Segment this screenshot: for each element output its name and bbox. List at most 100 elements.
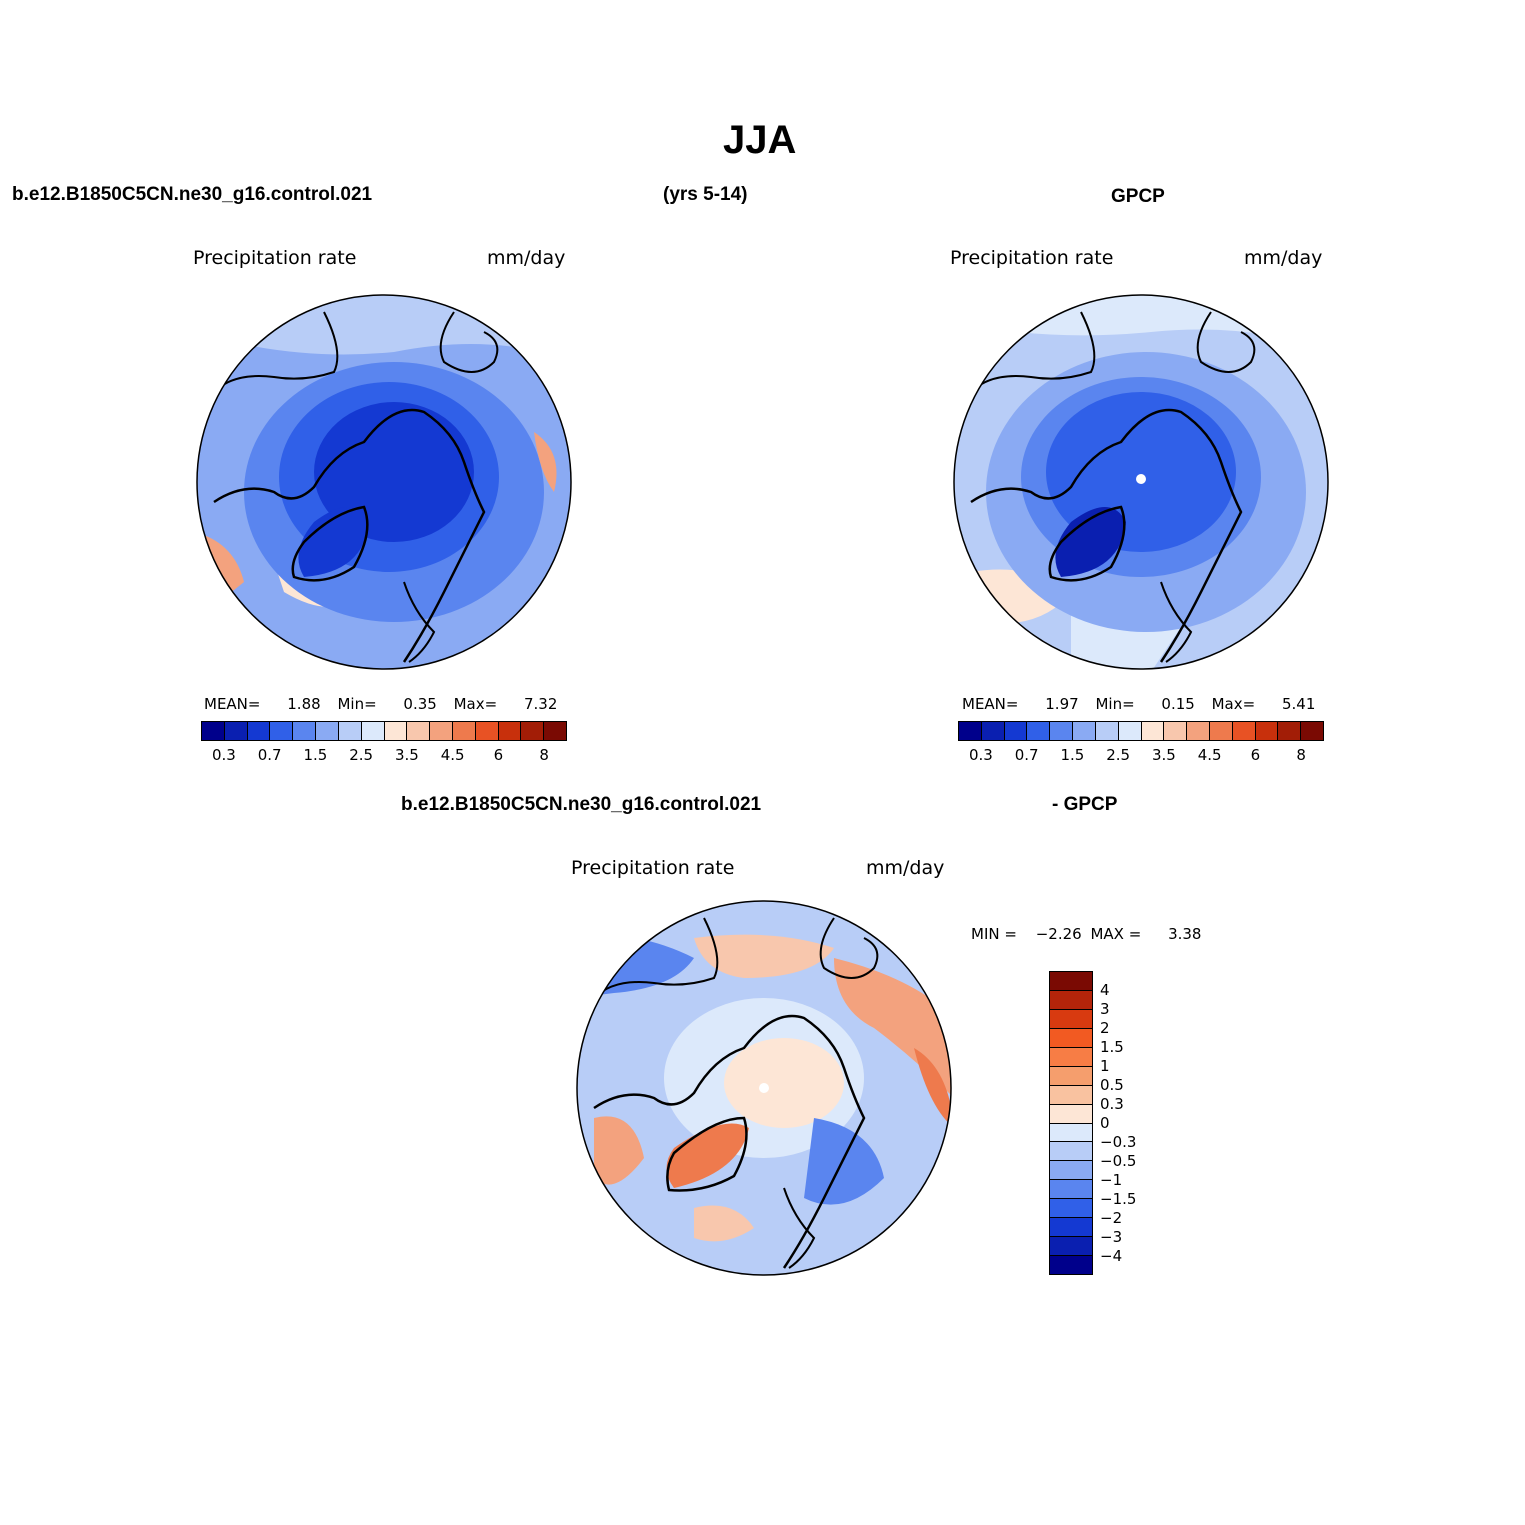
- colorbar-swatch: [544, 722, 566, 740]
- years-label: (yrs 5-14): [663, 184, 748, 205]
- model-mean-value: 1.88: [287, 695, 321, 713]
- model-min-value: 0.35: [403, 695, 437, 713]
- obs-colorbar: [958, 721, 1324, 741]
- map-missing-pole: [1136, 474, 1146, 484]
- map-coastline-4: [783, 1187, 816, 1269]
- diff-min-label: MIN =: [971, 925, 1017, 943]
- model-polar-map: [196, 294, 572, 670]
- model-max-label: Max=: [453, 695, 498, 713]
- colorbar-swatch: [981, 722, 1005, 740]
- colorbar-tick-label: 1.5: [1060, 746, 1085, 764]
- map-coastline-greenland: [666, 1116, 748, 1192]
- colorbar-tick-label: −1.5: [1100, 1190, 1137, 1208]
- colorbar-swatch: [1050, 1047, 1092, 1067]
- colorbar-tick-label: 6: [493, 746, 504, 764]
- colorbar-tick-label: −1: [1100, 1171, 1123, 1189]
- model-min-label: Min=: [337, 695, 377, 713]
- map-coastline-2: [970, 311, 1096, 393]
- colorbar-tick-label: 0.7: [257, 746, 282, 764]
- model-mean-label: MEAN=: [204, 695, 261, 713]
- colorbar-tick-label: −4: [1100, 1247, 1123, 1265]
- model-case-header: b.e12.B1850C5CN.ne30_g16.control.021: [12, 184, 373, 205]
- map-blob-warm-w: [594, 1116, 644, 1185]
- obs-units-label: mm/day: [1244, 247, 1323, 269]
- colorbar-tick-label: 3.5: [394, 746, 419, 764]
- map-blob-greenland: [666, 1123, 749, 1188]
- colorbar-tick-label: 2.5: [349, 746, 374, 764]
- colorbar-tick-label: 2.5: [1106, 746, 1131, 764]
- colorbar-tick-label: 1.5: [303, 746, 328, 764]
- colorbar-swatch: [1050, 990, 1092, 1010]
- colorbar-tick-label: 0.3: [968, 746, 993, 764]
- colorbar-tick-label: 8: [1296, 746, 1306, 764]
- map-blob-greenland: [1055, 507, 1126, 577]
- colorbar-tick-label: 0.5: [1100, 1076, 1124, 1094]
- colorbar-swatch: [1141, 722, 1165, 740]
- colorbar-swatch: [316, 722, 339, 740]
- colorbar-tick-label: 3: [1100, 1000, 1110, 1018]
- colorbar-swatch: [1050, 1199, 1092, 1219]
- map-blob-warm-n: [694, 934, 834, 978]
- colorbar-swatch: [247, 722, 271, 740]
- colorbar-tick-label: 8: [539, 746, 549, 764]
- obs-min-value: 0.15: [1161, 695, 1195, 713]
- colorbar-swatch: [1118, 722, 1142, 740]
- colorbar-swatch: [1050, 972, 1092, 991]
- map-coastline-4: [403, 581, 436, 663]
- map-blob-greenland: [298, 507, 369, 577]
- colorbar-tick-label: 1.5: [1100, 1038, 1124, 1056]
- colorbar-swatch: [1073, 722, 1096, 740]
- map-blob-blue-s: [804, 1118, 884, 1205]
- obs-mean-value: 1.97: [1045, 695, 1079, 713]
- obs-max-label: Max=: [1211, 695, 1256, 713]
- colorbar-tick-label: 4.5: [440, 746, 465, 764]
- colorbar-tick-label: 3.5: [1151, 746, 1176, 764]
- colorbar-swatch: [1301, 722, 1323, 740]
- colorbar-swatch: [1027, 722, 1051, 740]
- colorbar-swatch: [521, 722, 545, 740]
- obs-polar-map: [953, 294, 1329, 670]
- diff-colorbar-ticks: 4 3 2 1.5 1 0.5 0.3 0 −0.3 −0.5 −1 −1.5 −2 −3 −4: [1100, 971, 1160, 1275]
- map-blob-warm-s: [694, 1205, 754, 1242]
- colorbar-swatch: [1209, 722, 1233, 740]
- obs-stats: MEAN= 1.97 Min= 0.15 Max= 5.41: [962, 695, 1315, 713]
- colorbar-tick-label: 0.3: [1100, 1095, 1124, 1113]
- colorbar-swatch: [1050, 1009, 1092, 1029]
- map-blob-warm-e: [914, 1048, 951, 1128]
- obs-header: GPCP: [1111, 186, 1165, 207]
- colorbar-tick-label: −3: [1100, 1228, 1123, 1246]
- map-coastline-1: [213, 408, 486, 663]
- colorbar-swatch: [1050, 1104, 1092, 1124]
- colorbar-swatch: [1050, 1161, 1092, 1181]
- colorbar-swatch: [338, 722, 362, 740]
- colorbar-swatch: [1050, 1085, 1092, 1105]
- colorbar-tick-label: −0.5: [1100, 1152, 1137, 1170]
- colorbar-swatch: [407, 722, 431, 740]
- colorbar-tick-label: −0.3: [1100, 1133, 1137, 1151]
- colorbar-swatch: [1050, 1256, 1092, 1274]
- colorbar-swatch: [293, 722, 317, 740]
- map-coastline-2: [213, 311, 339, 393]
- map-coastline-greenland: [291, 505, 369, 582]
- colorbar-swatch: [1164, 722, 1188, 740]
- diff-case-header: b.e12.B1850C5CN.ne30_g16.control.021: [401, 794, 762, 815]
- diff-min-value: −2.26: [1035, 925, 1082, 943]
- map-coastline-1: [593, 1014, 866, 1269]
- colorbar-tick-label: 0: [1100, 1114, 1110, 1132]
- map-blob-deep: [314, 402, 474, 542]
- colorbar-swatch: [452, 722, 476, 740]
- colorbar-swatch: [1095, 722, 1119, 740]
- colorbar-swatch: [1232, 722, 1256, 740]
- diff-variable-label: Precipitation rate: [571, 857, 735, 879]
- colorbar-swatch: [224, 722, 248, 740]
- colorbar-swatch: [959, 722, 982, 740]
- diff-max-value: 3.38: [1168, 925, 1202, 943]
- diff-obs-header: - GPCP: [1052, 794, 1118, 815]
- colorbar-swatch: [1050, 722, 1074, 740]
- colorbar-swatch: [1187, 722, 1210, 740]
- map-coastline-1: [970, 408, 1243, 663]
- diff-polar-map: [576, 900, 952, 1276]
- obs-max-value: 5.41: [1281, 695, 1316, 713]
- model-units-label: mm/day: [487, 247, 566, 269]
- colorbar-swatch: [1050, 1028, 1092, 1048]
